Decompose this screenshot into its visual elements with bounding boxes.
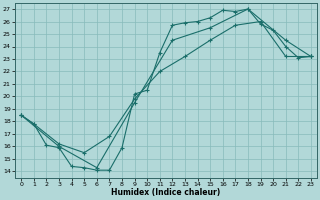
X-axis label: Humidex (Indice chaleur): Humidex (Indice chaleur) xyxy=(111,188,221,197)
